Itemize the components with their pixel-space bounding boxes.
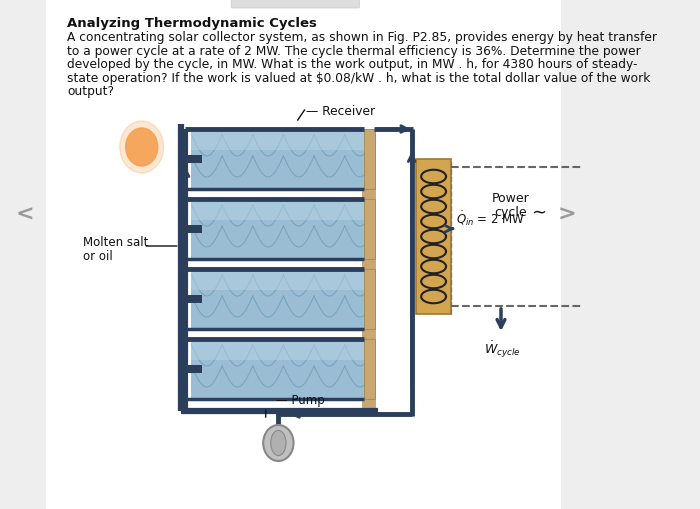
Text: A concentrating solar collector system, as shown in Fig. P2.85, provides energy : A concentrating solar collector system, …	[67, 31, 657, 44]
Text: state operation? If the work is valued at $0.08/kW . h, what is the total dollar: state operation? If the work is valued a…	[67, 71, 651, 84]
Text: Molten salt: Molten salt	[83, 235, 148, 248]
Text: Analyzing Thermodynamic Cycles: Analyzing Thermodynamic Cycles	[67, 17, 317, 30]
Circle shape	[126, 129, 158, 166]
Text: — Receiver: — Receiver	[306, 104, 375, 117]
Text: — Pump: — Pump	[276, 393, 325, 406]
Text: Power: Power	[491, 192, 529, 205]
Bar	[363, 340, 375, 399]
Text: >: >	[558, 205, 576, 224]
Text: developed by the cycle, in MW. What is the work output, in MW . h, for 4380 hour: developed by the cycle, in MW. What is t…	[67, 58, 638, 71]
Bar	[192, 269, 375, 291]
Bar	[181, 295, 202, 303]
Bar	[192, 200, 375, 260]
Circle shape	[120, 122, 164, 174]
Text: output?: output?	[67, 85, 115, 98]
Bar	[192, 269, 375, 329]
Bar	[192, 340, 375, 399]
Circle shape	[263, 425, 293, 461]
Bar	[192, 200, 375, 220]
Bar	[181, 156, 202, 164]
Text: or oil: or oil	[83, 249, 113, 262]
Bar	[192, 130, 375, 151]
Bar	[363, 130, 375, 190]
Text: ∼: ∼	[531, 204, 546, 222]
Bar	[181, 225, 202, 234]
Bar	[192, 340, 375, 360]
Text: cycle: cycle	[494, 206, 526, 219]
FancyBboxPatch shape	[231, 0, 359, 9]
Bar	[192, 130, 375, 190]
Text: to a power cycle at a rate of 2 MW. The cycle thermal efficiency is 36%. Determi: to a power cycle at a rate of 2 MW. The …	[67, 44, 641, 58]
Ellipse shape	[271, 431, 286, 456]
Bar	[181, 365, 202, 373]
Bar	[46, 0, 561, 509]
Text: <: <	[16, 205, 34, 224]
Bar	[363, 200, 375, 260]
Bar	[416, 160, 452, 315]
Bar	[363, 269, 375, 329]
Text: $\dot{W}_{cycle}$: $\dot{W}_{cycle}$	[484, 338, 521, 359]
Text: $\dot{Q}_{in}$ = 2 MW: $\dot{Q}_{in}$ = 2 MW	[456, 209, 526, 228]
